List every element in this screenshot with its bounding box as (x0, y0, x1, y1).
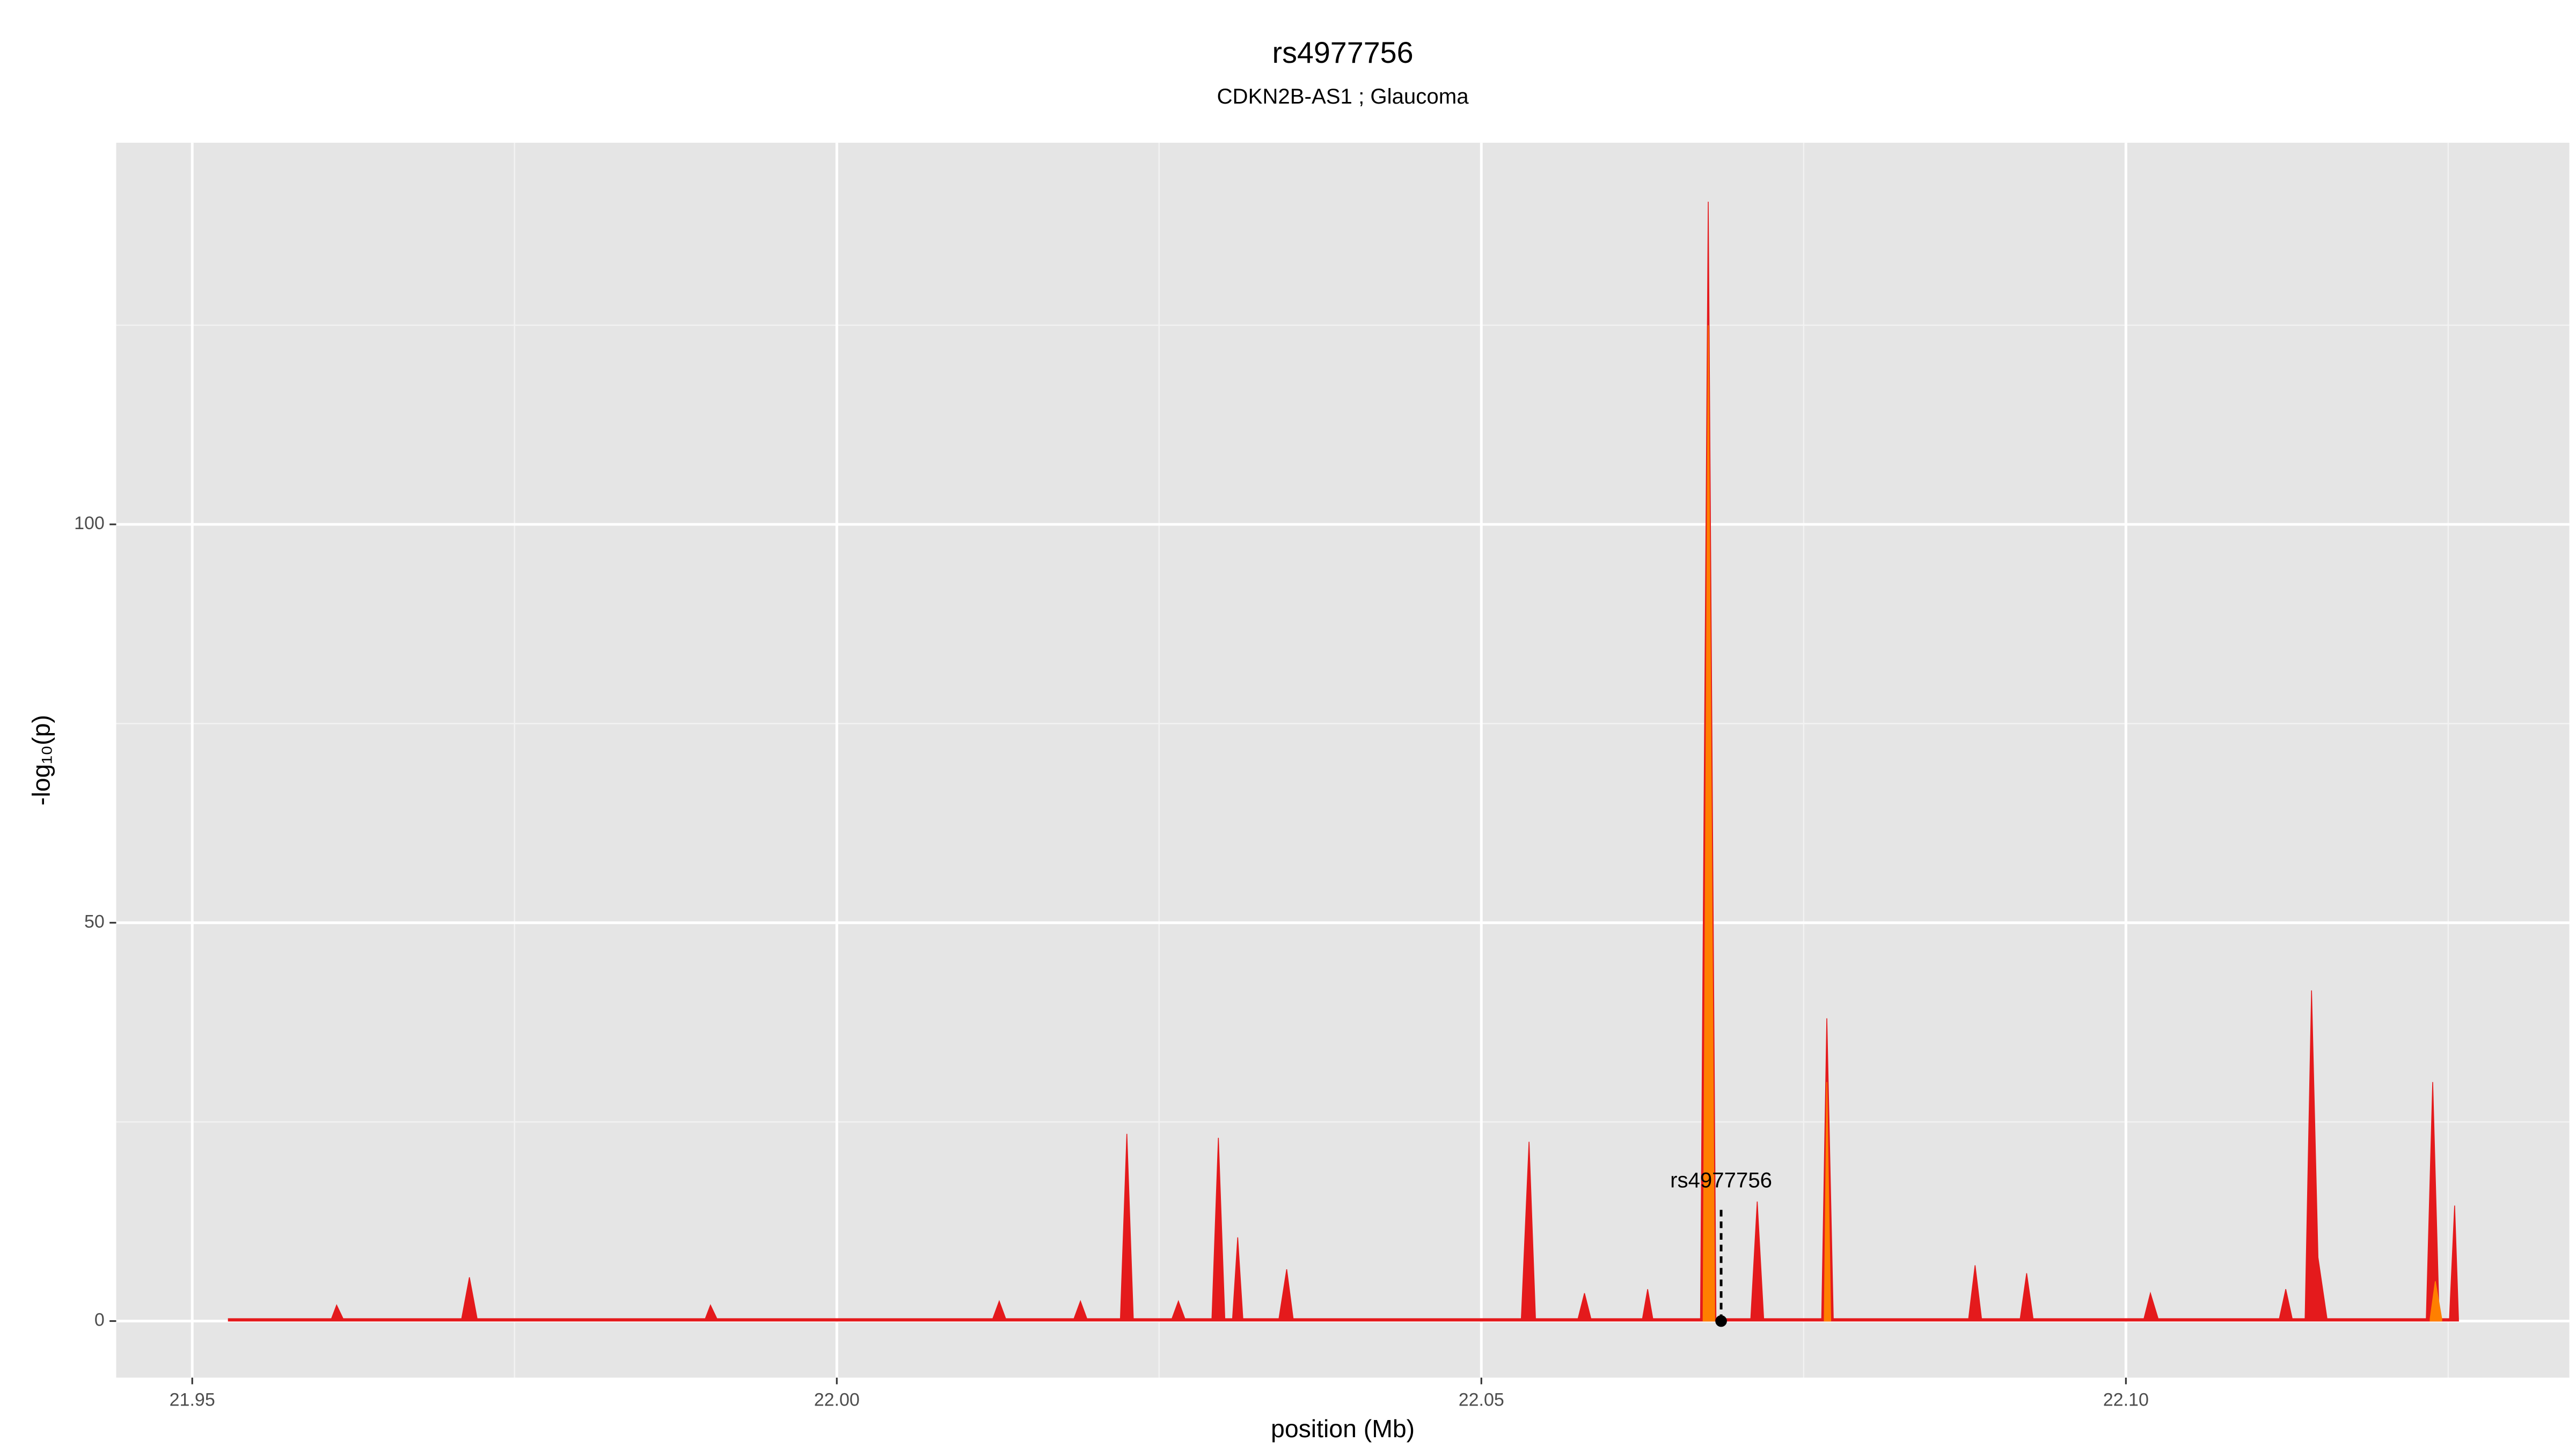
x-axis-label: position (Mb) (1271, 1415, 1415, 1443)
y-tick-label: 0 (94, 1310, 105, 1330)
x-tick-label: 22.10 (2103, 1389, 2149, 1410)
area (1702, 325, 2442, 1322)
chart-title: rs4977756 (1272, 36, 1414, 69)
x-tick-label: 22.05 (1459, 1389, 1504, 1410)
plot-panel (116, 142, 2570, 1378)
y-axis-label: -log₁₀(p) (27, 715, 55, 806)
y-tick-label: 50 (84, 911, 105, 932)
x-tick-label: 21.95 (170, 1389, 215, 1410)
y-tick-label: 100 (74, 513, 105, 533)
annotation-label: rs4977756 (1670, 1168, 1772, 1192)
annotation-point (1715, 1315, 1727, 1327)
x-tick-label: 22.00 (814, 1389, 860, 1410)
area (228, 201, 2459, 1322)
chart-subtitle: CDKN2B-AS1 ; Glaucoma (1217, 84, 1469, 108)
